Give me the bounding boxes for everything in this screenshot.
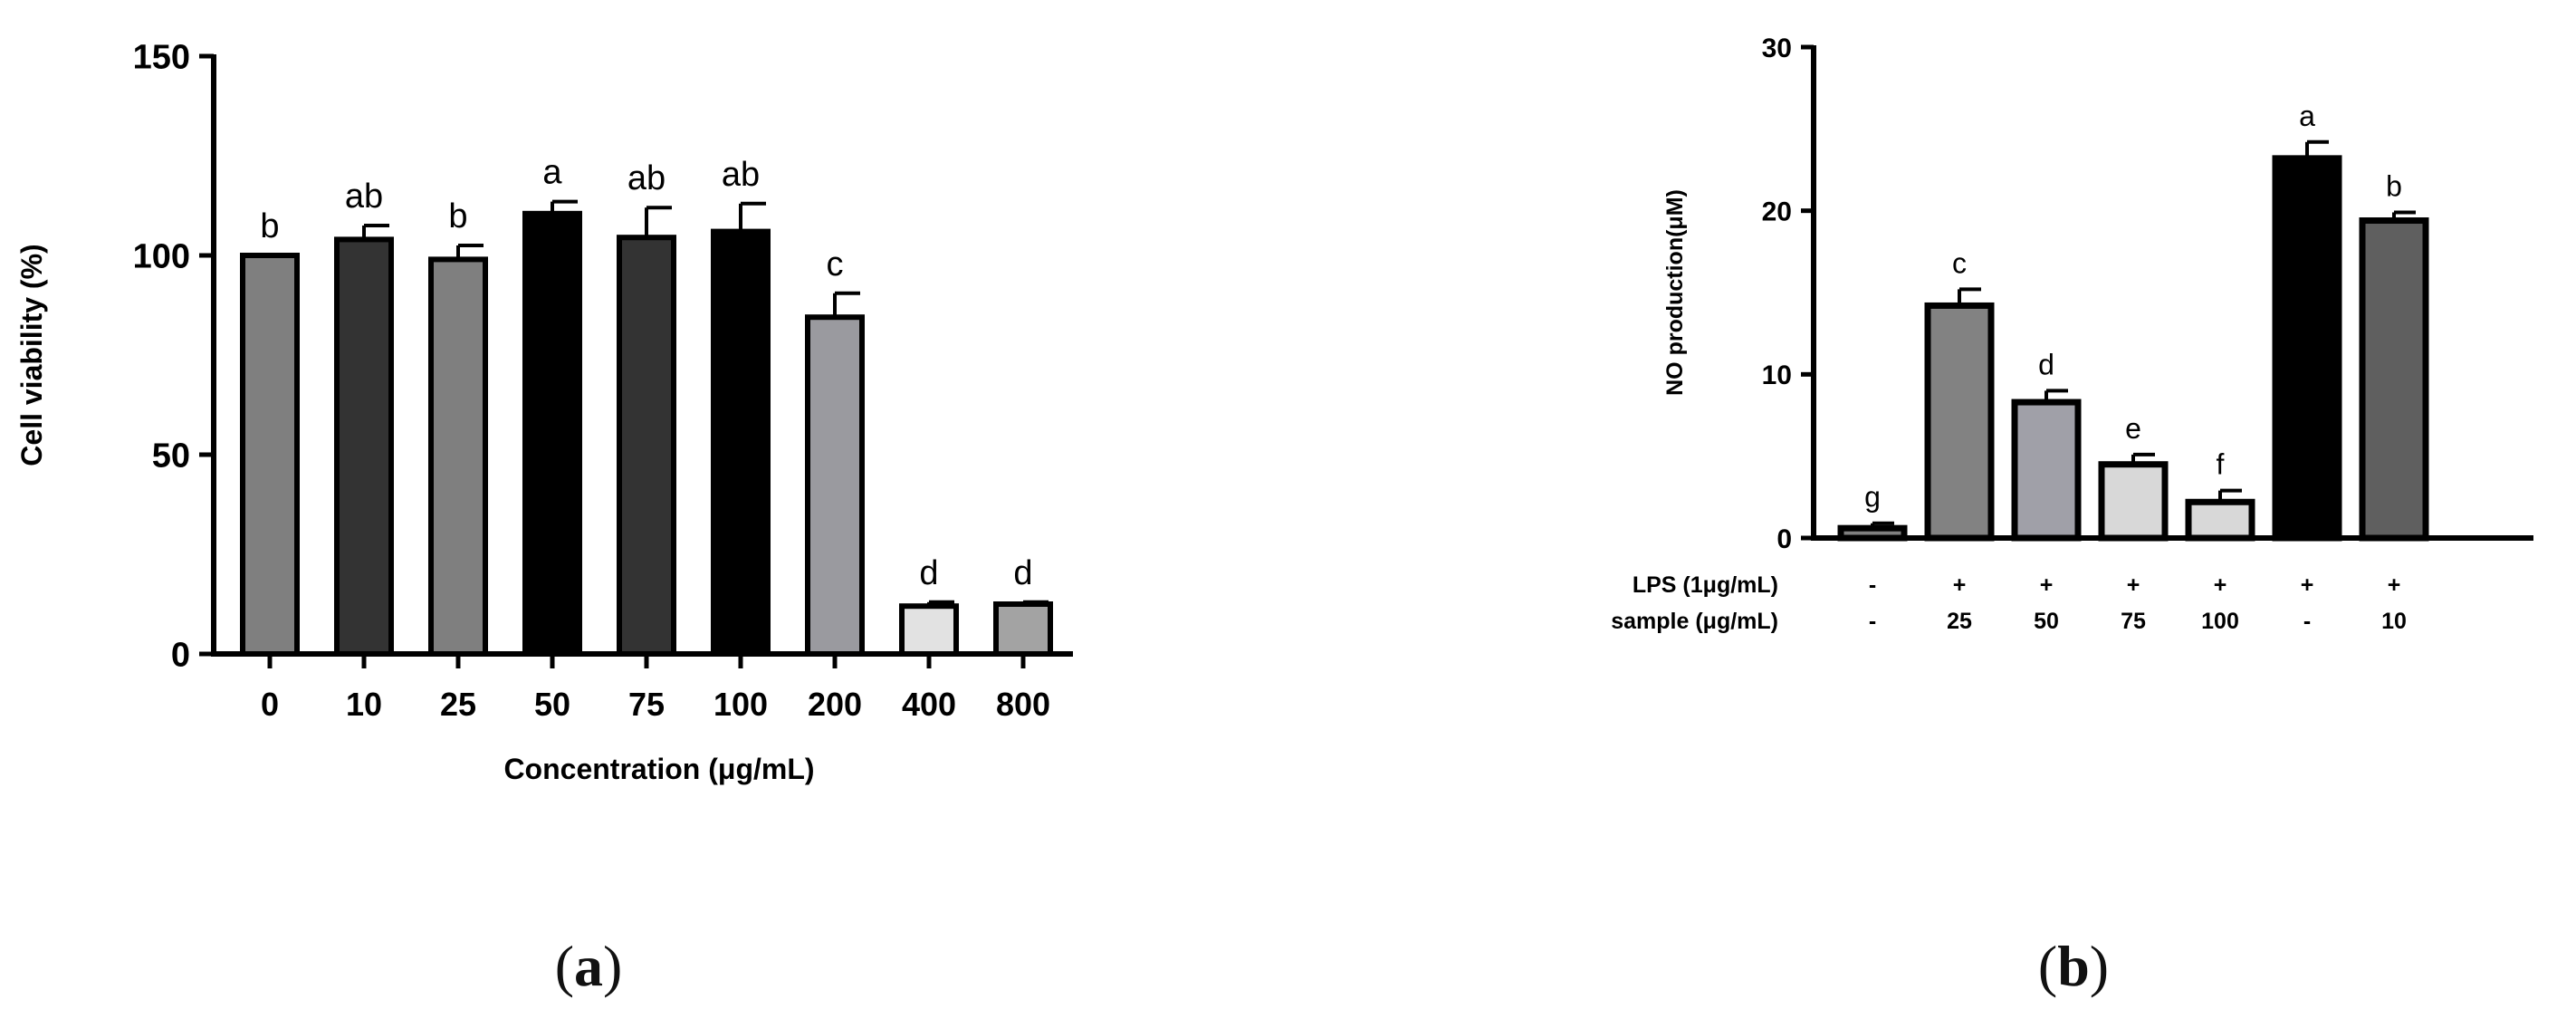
bar	[240, 253, 300, 657]
lps-indicator: -	[1869, 572, 1876, 598]
significance-letter: ab	[345, 178, 383, 216]
x-tick-label: 25	[440, 686, 476, 723]
bar	[2359, 217, 2429, 542]
significance-letter: a	[542, 154, 562, 192]
y-tick-label: 30	[1762, 34, 1792, 63]
significance-letter: b	[448, 197, 467, 235]
significance-letter: c	[1952, 246, 1967, 279]
y-axis-label: NO production(μM)	[1662, 189, 1688, 396]
y-tick-label: 150	[133, 39, 190, 77]
y-tick-label: 50	[152, 437, 190, 476]
lps-indicator: +	[1953, 572, 1967, 598]
chart-no-production: 0 10 20 30 NO production(μM) g - - c +25 d +50 e +75 f…	[1611, 34, 2533, 634]
sample-concentration: -	[2303, 609, 2311, 634]
significance-letter: a	[2299, 100, 2315, 132]
significance-letter: f	[2217, 448, 2225, 481]
bar	[2185, 498, 2255, 542]
x-tick-label: 10	[346, 686, 382, 723]
x-tick-label: 400	[902, 686, 956, 723]
sample-concentration: 75	[2121, 609, 2146, 634]
sample-concentration: 100	[2201, 609, 2239, 634]
panel-label-b: (b)	[2037, 934, 2110, 998]
significance-letter: ab	[627, 159, 666, 197]
lps-indicator: +	[2301, 572, 2314, 598]
bar	[428, 256, 488, 657]
y-axis-label: Cell viability (%)	[15, 244, 48, 466]
x-tick-label: 800	[996, 686, 1050, 723]
sample-concentration: 10	[2381, 609, 2407, 634]
lps-indicator: +	[2127, 572, 2140, 598]
bar	[2272, 155, 2342, 542]
sample-row-label: sample (μg/mL)	[1611, 609, 1778, 634]
sample-concentration: -	[1869, 609, 1876, 634]
x-tick-label: 100	[713, 686, 768, 723]
y-tick-label: 10	[1762, 360, 1792, 390]
significance-letter: ab	[722, 156, 760, 194]
y-tick-label: 0	[1776, 524, 1792, 554]
y-tick-label: 100	[133, 238, 190, 276]
bar	[522, 210, 582, 658]
x-tick-label: 50	[534, 686, 570, 723]
x-tick-label: 0	[261, 686, 279, 723]
lps-row-label: LPS (1μg/mL)	[1633, 572, 1778, 598]
bar	[334, 236, 394, 657]
significance-letter: e	[2125, 412, 2141, 445]
panel-label-a: (a)	[554, 934, 623, 998]
lps-indicator: +	[2388, 572, 2401, 598]
bar	[805, 314, 865, 657]
significance-letter: c	[827, 245, 844, 283]
significance-letter: d	[919, 554, 938, 592]
bar	[617, 235, 676, 657]
significance-letter: b	[2386, 169, 2402, 202]
bar	[1924, 302, 1995, 542]
x-tick-label: 200	[808, 686, 862, 723]
bar	[899, 603, 959, 658]
sample-concentration: 25	[1947, 609, 1972, 634]
y-tick-label: 0	[171, 637, 190, 675]
bar	[993, 601, 1053, 657]
y-tick-label: 20	[1762, 197, 1792, 226]
lps-indicator: +	[2214, 572, 2227, 598]
bar	[2011, 399, 2082, 542]
bar	[711, 228, 771, 657]
chart-cell-viability: 0 50 100 150 Cell viability (%) b 0 ab 10 b 25 a 50 a…	[15, 39, 1073, 785]
x-axis-label: Concentration (μg/mL)	[503, 753, 814, 785]
sample-concentration: 50	[2034, 609, 2059, 634]
bar	[2098, 461, 2169, 542]
significance-letter: d	[2038, 348, 2054, 380]
significance-letter: b	[260, 207, 279, 245]
x-tick-label: 75	[628, 686, 665, 723]
bar	[1837, 524, 1908, 542]
significance-letter: g	[1864, 481, 1881, 514]
lps-indicator: +	[2040, 572, 2054, 598]
significance-letter: d	[1013, 554, 1032, 592]
